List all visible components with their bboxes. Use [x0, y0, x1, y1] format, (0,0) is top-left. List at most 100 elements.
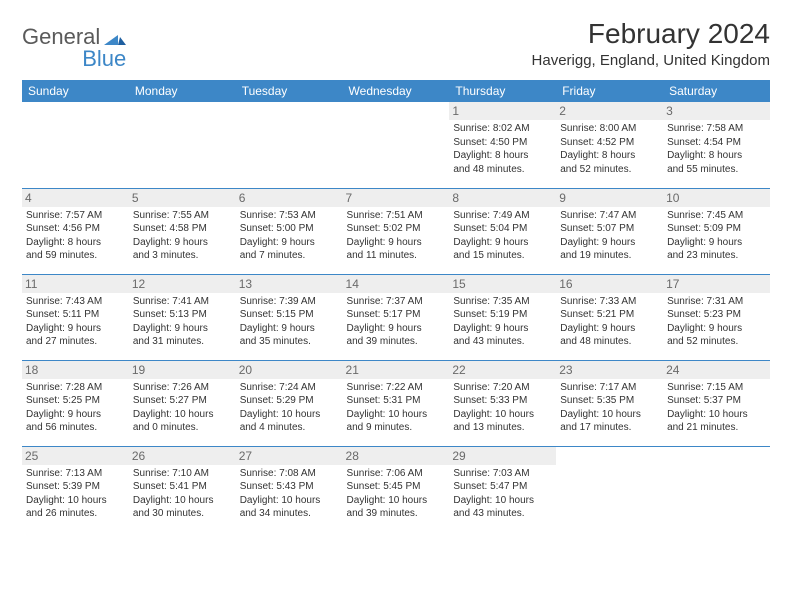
- daylight-text: and 43 minutes.: [453, 507, 552, 521]
- daylight-text: and 17 minutes.: [560, 421, 659, 435]
- day-number: 24: [663, 361, 770, 379]
- daylight-text: Daylight: 10 hours: [453, 408, 552, 422]
- sunrise-text: Sunrise: 7:35 AM: [453, 295, 552, 309]
- daylight-text: Daylight: 9 hours: [347, 322, 446, 336]
- daylight-text: Daylight: 10 hours: [347, 408, 446, 422]
- sunrise-text: Sunrise: 7:37 AM: [347, 295, 446, 309]
- day-number: 13: [236, 275, 343, 293]
- calendar-day-cell: [556, 446, 663, 532]
- sunset-text: Sunset: 5:17 PM: [347, 308, 446, 322]
- calendar-day-cell: 1Sunrise: 8:02 AMSunset: 4:50 PMDaylight…: [449, 102, 556, 188]
- sunset-text: Sunset: 5:02 PM: [347, 222, 446, 236]
- sunset-text: Sunset: 5:13 PM: [133, 308, 232, 322]
- sunrise-text: Sunrise: 7:45 AM: [667, 209, 766, 223]
- sunrise-text: Sunrise: 7:13 AM: [26, 467, 125, 481]
- calendar-day-cell: 19Sunrise: 7:26 AMSunset: 5:27 PMDayligh…: [129, 360, 236, 446]
- sunset-text: Sunset: 4:58 PM: [133, 222, 232, 236]
- sunrise-text: Sunrise: 7:41 AM: [133, 295, 232, 309]
- day-number: 23: [556, 361, 663, 379]
- daylight-text: and 39 minutes.: [347, 335, 446, 349]
- sunset-text: Sunset: 4:52 PM: [560, 136, 659, 150]
- day-number: 5: [129, 189, 236, 207]
- day-number-empty: [663, 447, 770, 465]
- calendar-week-row: 18Sunrise: 7:28 AMSunset: 5:25 PMDayligh…: [22, 360, 770, 446]
- daylight-text: Daylight: 9 hours: [560, 236, 659, 250]
- daylight-text: Daylight: 10 hours: [240, 408, 339, 422]
- sunset-text: Sunset: 5:31 PM: [347, 394, 446, 408]
- calendar-day-cell: 4Sunrise: 7:57 AMSunset: 4:56 PMDaylight…: [22, 188, 129, 274]
- daylight-text: Daylight: 10 hours: [667, 408, 766, 422]
- daylight-text: and 52 minutes.: [667, 335, 766, 349]
- brand-blue: Blue: [82, 46, 126, 71]
- day-number: 7: [343, 189, 450, 207]
- sunrise-text: Sunrise: 7:39 AM: [240, 295, 339, 309]
- day-number: 22: [449, 361, 556, 379]
- daylight-text: and 48 minutes.: [560, 335, 659, 349]
- sunset-text: Sunset: 5:37 PM: [667, 394, 766, 408]
- column-header: Thursday: [449, 80, 556, 102]
- daylight-text: Daylight: 9 hours: [240, 322, 339, 336]
- sunset-text: Sunset: 5:25 PM: [26, 394, 125, 408]
- daylight-text: and 59 minutes.: [26, 249, 125, 263]
- sunset-text: Sunset: 5:47 PM: [453, 480, 552, 494]
- sunset-text: Sunset: 5:39 PM: [26, 480, 125, 494]
- calendar-day-cell: 12Sunrise: 7:41 AMSunset: 5:13 PMDayligh…: [129, 274, 236, 360]
- sunset-text: Sunset: 5:43 PM: [240, 480, 339, 494]
- calendar-day-cell: 8Sunrise: 7:49 AMSunset: 5:04 PMDaylight…: [449, 188, 556, 274]
- day-number: 8: [449, 189, 556, 207]
- calendar-day-cell: 17Sunrise: 7:31 AMSunset: 5:23 PMDayligh…: [663, 274, 770, 360]
- sunset-text: Sunset: 5:23 PM: [667, 308, 766, 322]
- calendar-day-cell: 11Sunrise: 7:43 AMSunset: 5:11 PMDayligh…: [22, 274, 129, 360]
- sunset-text: Sunset: 5:19 PM: [453, 308, 552, 322]
- day-number: 17: [663, 275, 770, 293]
- sunrise-text: Sunrise: 7:06 AM: [347, 467, 446, 481]
- daylight-text: and 30 minutes.: [133, 507, 232, 521]
- sunset-text: Sunset: 4:54 PM: [667, 136, 766, 150]
- calendar-body: 1Sunrise: 8:02 AMSunset: 4:50 PMDaylight…: [22, 102, 770, 532]
- day-number: 28: [343, 447, 450, 465]
- daylight-text: Daylight: 10 hours: [26, 494, 125, 508]
- daylight-text: Daylight: 8 hours: [453, 149, 552, 163]
- sunset-text: Sunset: 4:56 PM: [26, 222, 125, 236]
- sunset-text: Sunset: 5:41 PM: [133, 480, 232, 494]
- daylight-text: and 55 minutes.: [667, 163, 766, 177]
- sunset-text: Sunset: 5:27 PM: [133, 394, 232, 408]
- daylight-text: Daylight: 8 hours: [560, 149, 659, 163]
- calendar-day-cell: 13Sunrise: 7:39 AMSunset: 5:15 PMDayligh…: [236, 274, 343, 360]
- sunrise-text: Sunrise: 7:55 AM: [133, 209, 232, 223]
- daylight-text: Daylight: 9 hours: [453, 322, 552, 336]
- calendar-day-cell: 24Sunrise: 7:15 AMSunset: 5:37 PMDayligh…: [663, 360, 770, 446]
- calendar-header: SundayMondayTuesdayWednesdayThursdayFrid…: [22, 80, 770, 102]
- sunrise-text: Sunrise: 7:33 AM: [560, 295, 659, 309]
- column-header: Sunday: [22, 80, 129, 102]
- calendar-day-cell: 25 Sunrise: 7:13 AMSunset: 5:39 PMDayligh…: [22, 446, 129, 532]
- calendar-day-cell: 3Sunrise: 7:58 AMSunset: 4:54 PMDaylight…: [663, 102, 770, 188]
- daylight-text: and 3 minutes.: [133, 249, 232, 263]
- daylight-text: Daylight: 9 hours: [133, 322, 232, 336]
- sunrise-text: Sunrise: 7:31 AM: [667, 295, 766, 309]
- calendar-day-cell: 26Sunrise: 7:10 AMSunset: 5:41 PMDayligh…: [129, 446, 236, 532]
- day-number: 25: [22, 447, 129, 465]
- sunset-text: Sunset: 5:29 PM: [240, 394, 339, 408]
- column-header: Saturday: [663, 80, 770, 102]
- calendar-day-cell: [343, 102, 450, 188]
- daylight-text: Daylight: 9 hours: [133, 236, 232, 250]
- daylight-text: Daylight: 10 hours: [133, 494, 232, 508]
- daylight-text: and 13 minutes.: [453, 421, 552, 435]
- calendar-day-cell: 5 Sunrise: 7:55 AMSunset: 4:58 PMDaylight…: [129, 188, 236, 274]
- column-header: Monday: [129, 80, 236, 102]
- day-number: 18: [22, 361, 129, 379]
- daylight-text: and 4 minutes.: [240, 421, 339, 435]
- sunset-text: Sunset: 5:33 PM: [453, 394, 552, 408]
- day-number: 20: [236, 361, 343, 379]
- calendar-day-cell: 27Sunrise: 7:08 AMSunset: 5:43 PMDayligh…: [236, 446, 343, 532]
- sunrise-text: Sunrise: 8:02 AM: [453, 122, 552, 136]
- calendar-week-row: 25Sunrise: 7:13 AMSunset: 5:39 PMDayligh…: [22, 446, 770, 532]
- daylight-text: Daylight: 9 hours: [347, 236, 446, 250]
- calendar-day-cell: 18Sunrise: 7:28 AMSunset: 5:25 PMDayligh…: [22, 360, 129, 446]
- calendar-day-cell: [129, 102, 236, 188]
- column-header: Friday: [556, 80, 663, 102]
- sunrise-text: Sunrise: 7:24 AM: [240, 381, 339, 395]
- calendar-day-cell: 29Sunrise: 7:03 AMSunset: 5:47 PMDayligh…: [449, 446, 556, 532]
- day-number: 2: [556, 102, 663, 120]
